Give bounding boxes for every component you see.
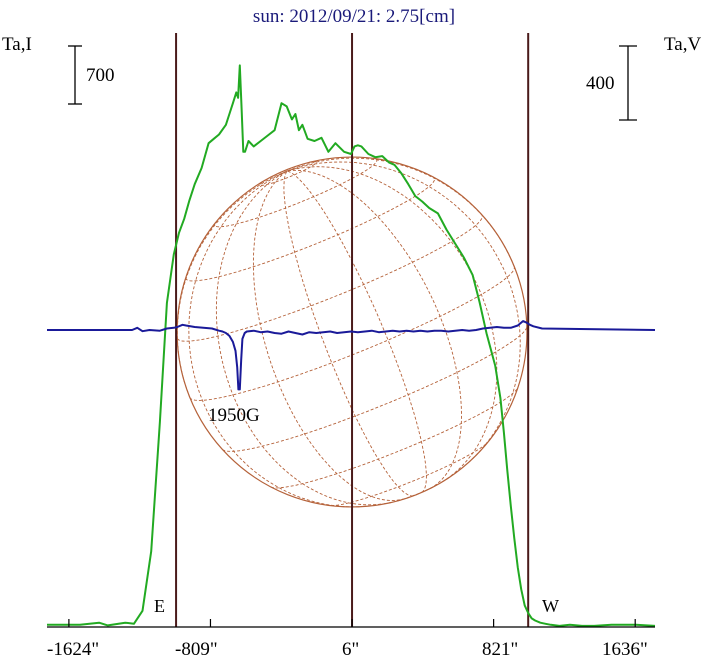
left-axis-label: Ta,I	[2, 34, 32, 55]
right-scale-label: 400	[586, 73, 615, 94]
latitude-line	[397, 484, 438, 502]
meridian-line	[286, 157, 515, 267]
annotation-label: 1950G	[208, 405, 260, 426]
left-scale-label: 700	[86, 65, 115, 86]
vline-label-west: W	[542, 596, 559, 616]
chart-title: sun: 2012/09/21: 2.75[cm]	[253, 6, 455, 27]
solar-disk-grid	[176, 156, 528, 508]
right-scale-bar	[619, 45, 637, 121]
x-tick-label-1: -809"	[175, 639, 218, 660]
latitude-line	[185, 177, 436, 282]
latitude-line	[214, 158, 378, 228]
meridian-line	[286, 170, 427, 493]
intensity-line	[47, 64, 656, 627]
meridian-line	[286, 169, 462, 489]
series-group	[47, 64, 656, 627]
latitude-line	[331, 441, 489, 507]
latitude-line	[270, 386, 519, 489]
x-tick-label-2: 6"	[342, 639, 359, 660]
equator-line	[189, 266, 515, 401]
latitude-line	[222, 326, 528, 452]
x-tick-label-0: -1624"	[47, 639, 99, 660]
meridian-line	[286, 161, 521, 463]
meridian-line	[188, 170, 360, 508]
latitude-line	[177, 215, 483, 342]
vertical-markers	[175, 33, 530, 627]
plot-frame	[47, 619, 655, 628]
x-tick-label-3: 821"	[482, 639, 518, 660]
meridian-line	[283, 170, 414, 497]
meridian-line	[286, 166, 498, 483]
meridian-line	[252, 170, 405, 501]
left-scale-bar	[68, 45, 82, 105]
x-tick-label-4: 1636"	[602, 639, 648, 660]
right-axis-label: Ta,V	[664, 34, 701, 55]
meridian-line	[176, 170, 288, 398]
vline-label-east: E	[154, 596, 165, 616]
meridian-line	[215, 170, 391, 506]
latitude-line	[259, 161, 317, 186]
polarization-line	[47, 320, 656, 391]
